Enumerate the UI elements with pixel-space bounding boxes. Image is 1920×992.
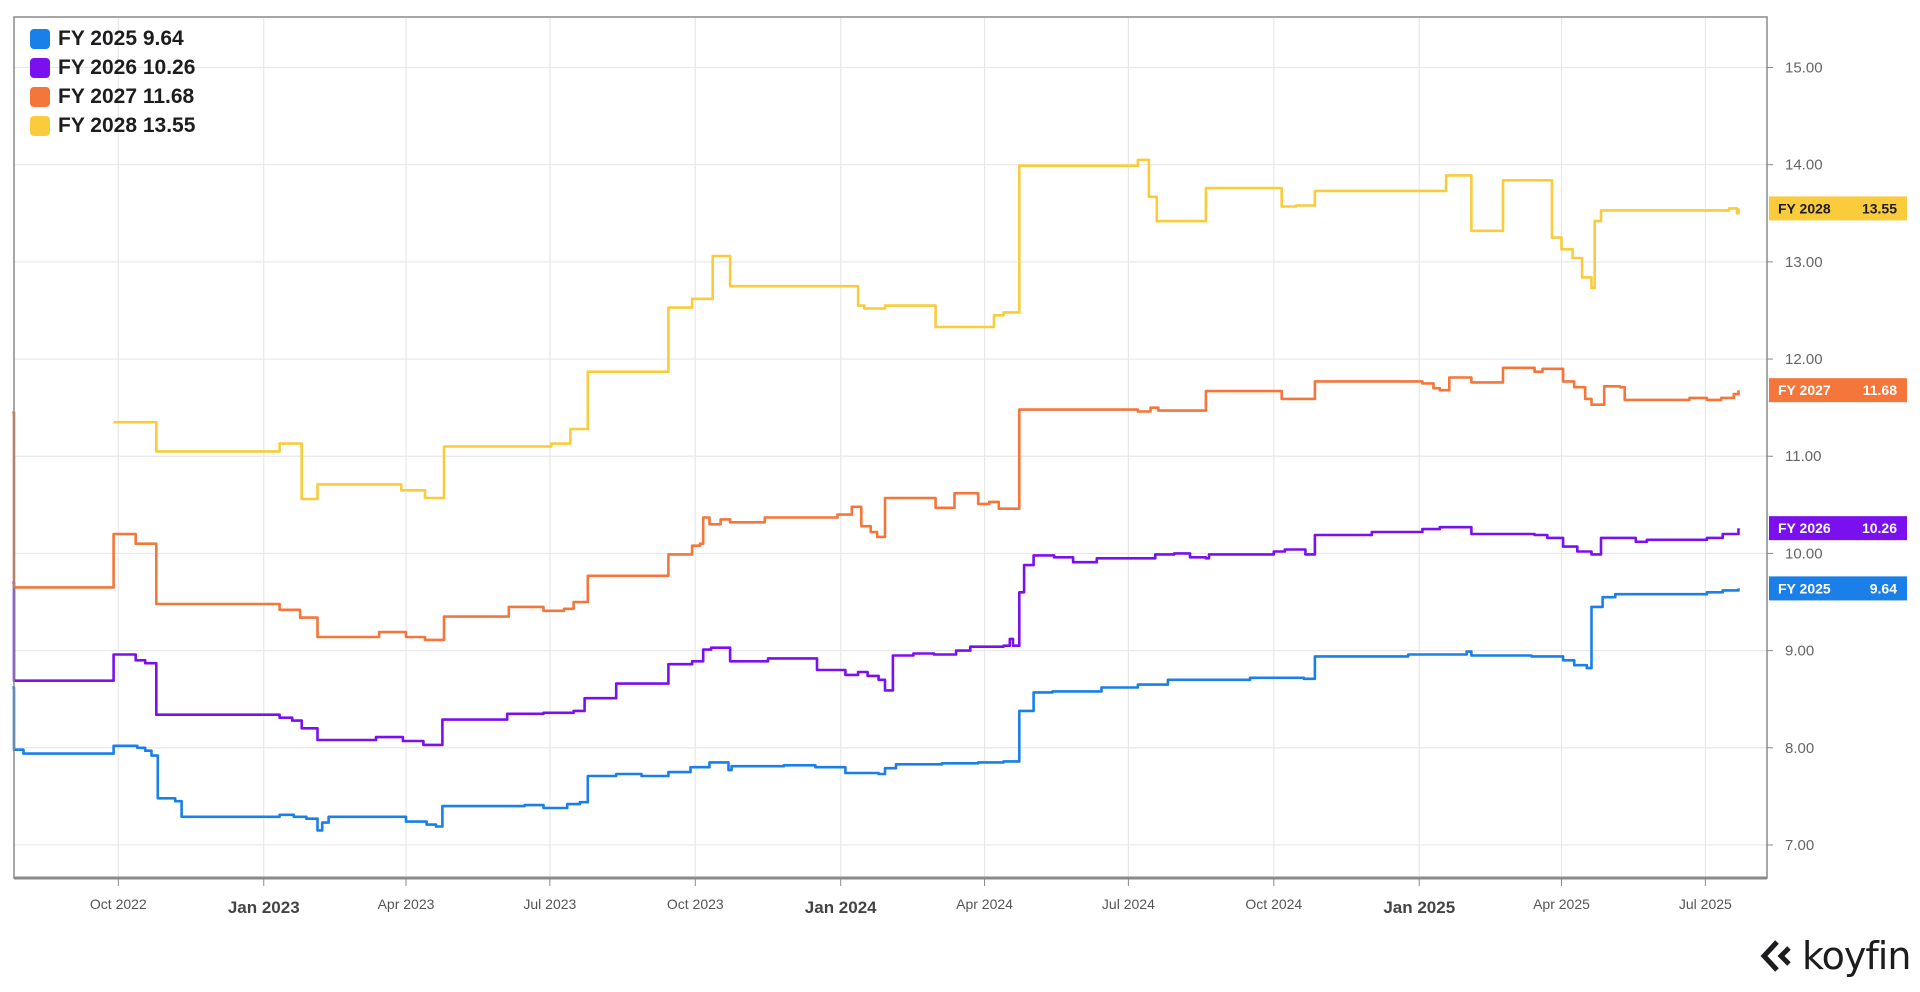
series-line-fy-2028 [113, 158, 1740, 501]
legend-item-fy2026[interactable]: FY 2026 10.26 [30, 53, 195, 82]
legend-swatch [30, 28, 50, 49]
tag-background [1769, 378, 1907, 403]
tag-background [1769, 576, 1907, 601]
last-value-tag-fy-2026: FY 2026 10.26 [1769, 516, 1907, 541]
x-tick-label: Apr 2025 [1533, 896, 1590, 912]
tag-value: 9.64 [1870, 580, 1897, 596]
tag-value: 11.68 [1863, 382, 1897, 398]
x-axis: Oct 2022 Jan 2023 Apr 2023 Jul 2023 Oct 2023… [90, 878, 1732, 917]
y-tick-label: 7.00 [1785, 837, 1814, 854]
y-tick-label: 13.00 [1785, 254, 1823, 271]
logo-text: koyfin [1802, 934, 1911, 978]
y-axis: 7.00 8.00 9.00 10.00 11.00 12.00 13.00 14.00 15.… [1767, 60, 1823, 854]
x-tick-label: Apr 2024 [956, 896, 1013, 912]
y-tick-label: 9.00 [1785, 643, 1814, 660]
plot-border [13, 16, 1768, 879]
tag-series-name: FY 2027 [1778, 382, 1831, 398]
x-tick-label: Jan 2025 [1383, 898, 1455, 917]
x-tick-label: Jul 2024 [1102, 896, 1155, 912]
tag-series-name: FY 2028 [1778, 200, 1831, 216]
legend-item-fy2027[interactable]: FY 2027 11.68 [30, 82, 195, 111]
legend-label: FY 2028 13.55 [58, 113, 196, 137]
x-tick-label: Apr 2023 [378, 896, 435, 912]
tag-background [1769, 516, 1907, 541]
series-line-fy-2025 [12, 588, 1740, 832]
tag-background [1769, 196, 1907, 221]
y-tick-label: 10.00 [1785, 545, 1823, 562]
legend-swatch [30, 57, 50, 78]
tag-series-name: FY 2025 [1778, 580, 1831, 596]
x-tick-label: Oct 2024 [1245, 896, 1302, 912]
x-tick-label: Jul 2025 [1679, 896, 1732, 912]
tag-value: 13.55 [1862, 200, 1897, 216]
y-tick-label: 15.00 [1785, 60, 1823, 77]
y-tick-label: 14.00 [1785, 157, 1823, 174]
gridlines [14, 17, 1767, 878]
series-line-fy-2026 [12, 525, 1740, 747]
series-lines [12, 158, 1740, 832]
legend-item-fy2025[interactable]: FY 2025 9.64 [30, 24, 195, 53]
y-tick-label: 12.00 [1785, 351, 1823, 368]
tag-series-name: FY 2026 [1778, 520, 1831, 536]
y-tick-label: 8.00 [1785, 740, 1814, 757]
koyfin-logo: koyfin [1760, 934, 1911, 978]
legend-label: FY 2026 10.26 [58, 55, 196, 79]
legend-item-fy2028[interactable]: FY 2028 13.55 [30, 111, 195, 140]
legend-label: FY 2025 9.64 [58, 26, 184, 50]
x-tick-label: Jan 2023 [228, 898, 300, 917]
legend-label: FY 2027 11.68 [58, 84, 195, 108]
koyfin-chevron-icon [1760, 940, 1791, 972]
x-tick-label: Jul 2023 [523, 896, 576, 912]
last-value-tag-fy-2027: FY 2027 11.68 [1769, 378, 1907, 403]
x-tick-label: Oct 2022 [90, 896, 147, 912]
tag-value: 10.26 [1862, 520, 1897, 536]
last-value-tag-fy-2028: FY 2028 13.55 [1769, 196, 1907, 221]
legend-swatch [30, 86, 50, 107]
series-line-fy-2027 [12, 366, 1740, 642]
legend: FY 2025 9.64 FY 2026 10.26 FY 2027 11.68… [30, 24, 195, 140]
legend-swatch [30, 115, 50, 136]
last-value-tag-fy-2025: FY 2025 9.64 [1769, 576, 1907, 601]
y-tick-label: 11.00 [1785, 448, 1821, 465]
x-tick-label: Oct 2023 [667, 896, 724, 912]
x-tick-label: Jan 2024 [805, 898, 877, 917]
